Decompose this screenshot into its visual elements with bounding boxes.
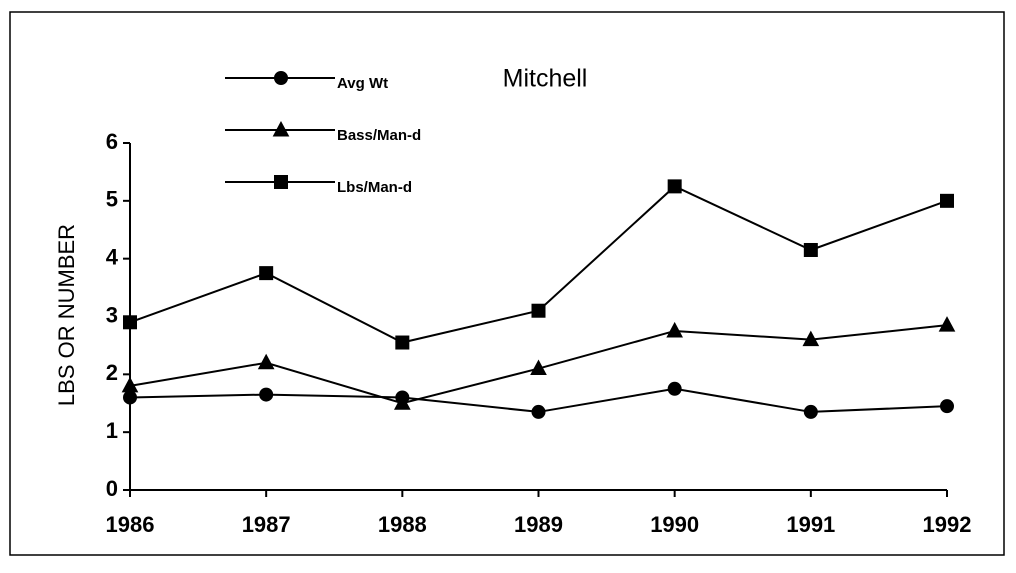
data-point [123,390,137,405]
legend-marker [272,120,290,137]
data-point [531,303,546,318]
x-tick-label: 1989 [514,512,563,537]
chart-title: Mitchell [503,65,588,93]
y-axis-label: LBS OR NUMBER [54,224,79,406]
data-point [259,266,274,281]
y-tick-label: 5 [106,187,118,212]
legend-label: Lbs/Man-d [337,179,412,196]
x-tick-label: 1986 [106,512,155,537]
legend-marker [274,175,288,189]
y-tick-label: 3 [106,302,118,327]
data-point [395,335,410,350]
x-tick-label: 1987 [242,512,291,537]
x-tick-label: 1991 [786,512,835,537]
data-point [123,315,137,330]
data-point [940,399,954,414]
data-point [803,242,818,257]
x-tick-label: 1992 [923,512,972,537]
y-tick-label: 1 [106,418,118,443]
y-tick-label: 0 [106,476,118,501]
data-point [802,330,820,347]
y-tick-label: 4 [106,244,119,269]
x-tick-label: 1990 [650,512,699,537]
legend-label: Avg Wt [337,75,388,92]
data-point [940,193,954,208]
data-point [393,394,411,410]
legend-marker [274,71,288,85]
data-point [803,404,818,419]
data-point [666,321,684,338]
data-point [667,179,682,194]
y-tick-label: 2 [106,360,118,385]
data-point [259,387,274,402]
data-point [667,381,682,396]
chart-frame [9,11,1005,556]
data-point [121,376,139,393]
data-point [531,404,546,419]
x-tick-label: 1988 [378,512,427,537]
data-point [257,353,275,370]
series-line [129,185,948,344]
y-tick-label: 6 [106,129,118,154]
legend-label: Bass/Man-d [337,127,421,144]
data-point [938,316,956,332]
data-point [530,359,547,376]
